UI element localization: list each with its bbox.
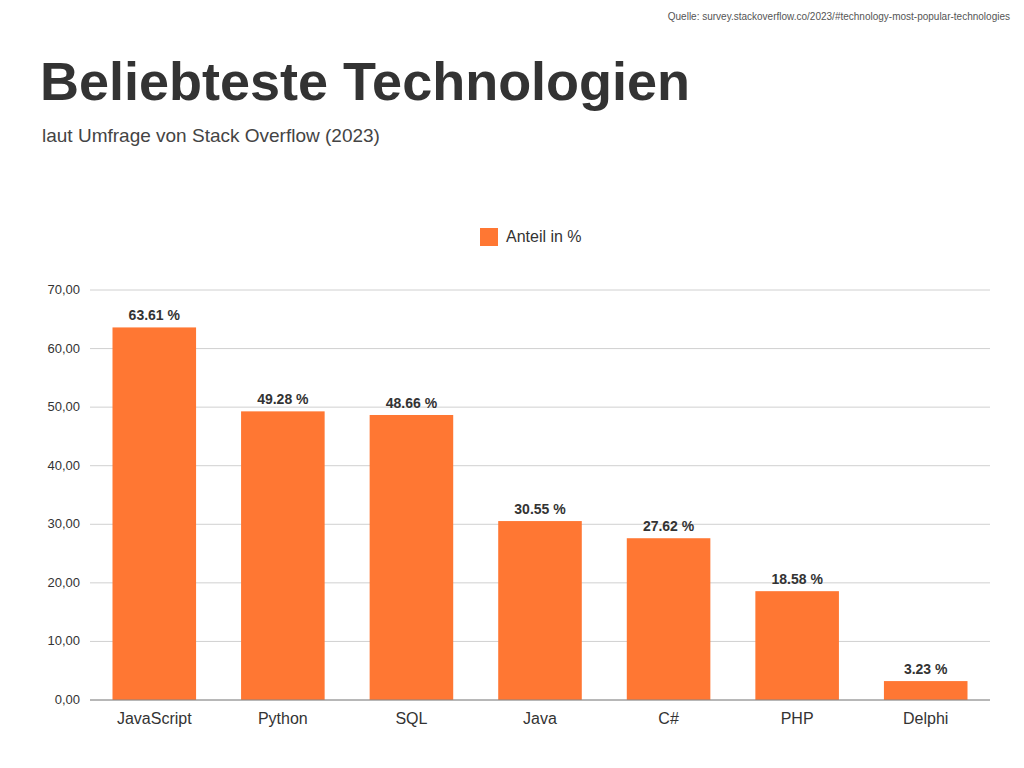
grid-line [90,407,990,408]
bar [627,538,711,700]
y-tick-label: 40,00 [47,458,80,473]
bar [884,681,968,700]
data-label: 48.66 % [386,395,438,411]
x-axis: JavaScript Python SQL Java C# PHP Delphi [90,700,990,727]
bar [113,327,197,700]
source: Quelle: survey.stackoverflow.co/2023/#te… [668,11,1010,22]
x-tick-label: JavaScript [117,710,192,727]
title: Beliebteste Technologien [40,51,690,111]
grid-line [90,465,990,466]
data-label: 30.55 % [514,501,566,517]
grid-line [90,700,990,701]
grid-line [90,348,990,349]
subtitle: laut Umfrage von Stack Overflow (2023) [42,125,380,146]
y-axis: 0,00 10,00 20,00 30,00 40,00 50,00 60,00 70,00 [47,282,990,707]
x-tick-label: Java [523,710,557,727]
x-tick-label: C# [658,710,679,727]
legend-swatch [480,228,498,246]
y-tick-label: 50,00 [47,399,80,414]
y-tick-label: 20,00 [47,575,80,590]
y-tick-label: 0,00 [55,692,80,707]
data-labels: 63.61 % 49.28 % 48.66 % 30.55 % 27.62 % 18.58… [129,307,948,677]
x-tick-label: Python [258,710,308,727]
x-tick-label: SQL [395,710,427,727]
data-label: 18.58 % [771,571,823,587]
grid-line [90,290,990,291]
legend: Anteil in % [480,228,582,246]
legend-label: Anteil in % [506,228,582,245]
x-tick-label: PHP [781,710,814,727]
bar [241,411,325,700]
x-tick-label: Delphi [903,710,948,727]
y-tick-label: 60,00 [47,341,80,356]
bar [755,591,839,700]
bar [370,415,454,700]
bars [113,327,968,700]
chart: Beliebteste Technologien laut Umfrage von… [0,0,1024,768]
x-axis-line [90,700,990,701]
y-tick-label: 30,00 [47,516,80,531]
y-tick-label: 10,00 [47,633,80,648]
bar [498,521,582,700]
data-label: 3.23 % [904,661,948,677]
data-label: 27.62 % [643,518,695,534]
data-label: 63.61 % [129,307,181,323]
data-label: 49.28 % [257,391,309,407]
y-tick-label: 70,00 [47,282,80,297]
